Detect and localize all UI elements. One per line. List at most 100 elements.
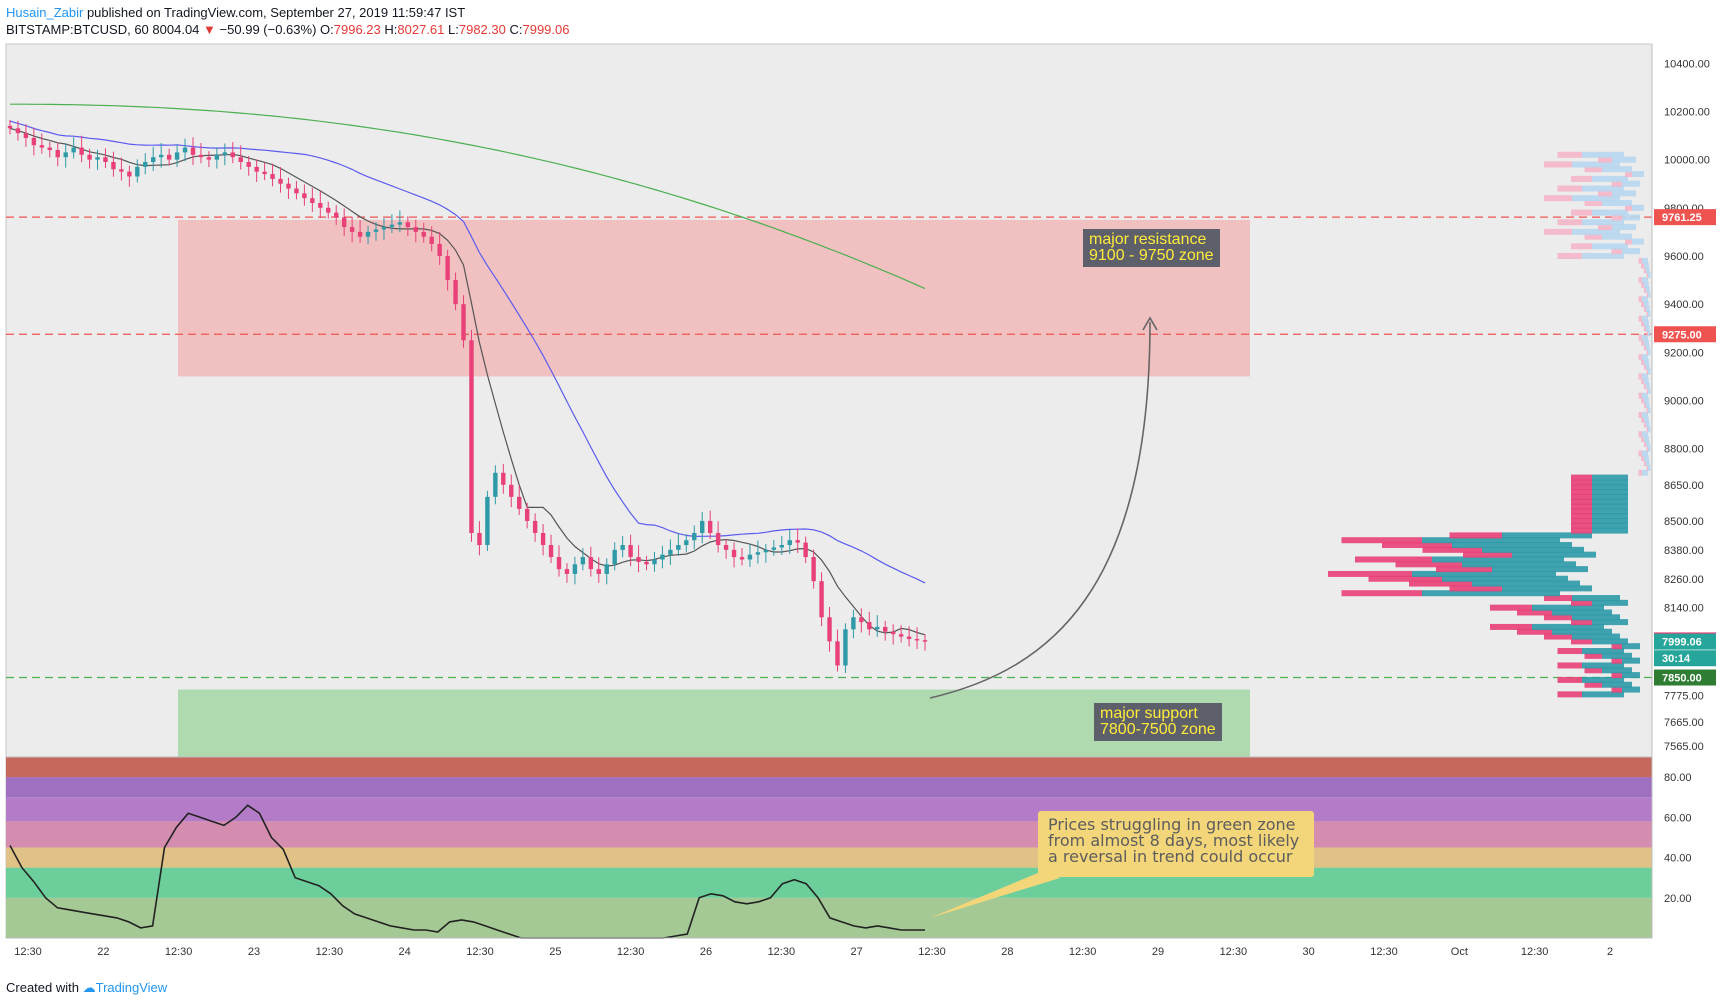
vp-bar-buy [1592, 498, 1628, 505]
vp-bar-sell [1625, 238, 1632, 245]
vp-bar-buy [1552, 609, 1612, 616]
vp-bar-buy [1622, 180, 1640, 187]
candle-body [151, 157, 156, 163]
tradingview-logo-icon[interactable]: ☁ [82, 980, 96, 995]
vp-bar-sell [1611, 686, 1622, 693]
candle-body [763, 549, 769, 553]
vp-bar-buy [1582, 691, 1624, 698]
vp-bar-buy [1622, 657, 1640, 664]
vp-bar-sell [1625, 204, 1632, 211]
candle-body [469, 340, 474, 533]
candle-body [684, 540, 689, 546]
candle-body [166, 154, 172, 160]
candle-body [294, 188, 299, 194]
vp-bar-buy [1642, 431, 1648, 438]
osc-band-6 [6, 757, 1652, 778]
x-tick-label: 12:30 [1370, 946, 1398, 958]
candle-body [302, 193, 307, 199]
vp-bar-buy [1622, 248, 1640, 255]
vp-bar-buy [1648, 310, 1651, 317]
candle-body [7, 125, 13, 129]
resistance-zone [178, 219, 1250, 377]
candle-body [755, 552, 761, 555]
vp-bar-buy [1582, 185, 1624, 192]
resistance-label: major resistance 9100 - 9750 zone [1083, 229, 1220, 267]
candle-body [174, 152, 180, 160]
candle-body [246, 162, 251, 167]
projection-arrow [929, 316, 1158, 699]
vp-bar-sell [1544, 595, 1572, 602]
candle-body [890, 631, 896, 635]
vp-bar-sell [1646, 330, 1648, 337]
low-value: 7982.30 [458, 22, 506, 37]
candle-body [23, 133, 29, 138]
candle-body [612, 549, 617, 565]
vp-bar-sell [1646, 310, 1648, 317]
candle-body [914, 638, 920, 641]
vp-bar-sell [1584, 667, 1602, 674]
vp-bar-buy [1642, 450, 1648, 457]
candle-body [588, 557, 594, 570]
vp-bar-buy [1646, 286, 1650, 293]
candle-body [723, 545, 729, 550]
vp-bar-buy [1512, 551, 1596, 558]
price-lines [6, 216, 1652, 679]
candle-body [198, 154, 204, 158]
vp-bar-buy [1602, 199, 1632, 206]
osc-y-tick-label: 40.00 [1664, 853, 1692, 865]
osc-band-5 [6, 777, 1652, 798]
vp-bar-sell [1641, 358, 1644, 365]
vp-bar-sell [1641, 436, 1644, 443]
x-tick-label: 12:30 [466, 946, 494, 958]
vp-bar-buy [1646, 440, 1650, 447]
x-tick-label: 12:30 [1220, 946, 1248, 958]
vp-bar-sell [1517, 609, 1552, 616]
vp-bar-sell [1638, 450, 1642, 457]
osc-band-2 [6, 847, 1652, 868]
candle-body [859, 617, 864, 623]
candle-body [572, 564, 578, 574]
candle-body [111, 162, 116, 170]
last-price: 8004.04 [152, 22, 200, 37]
vp-bar-buy [1422, 590, 1560, 597]
candle-body [326, 207, 331, 213]
vp-bar-sell [1368, 575, 1442, 582]
x-tick-label: 27 [851, 946, 863, 958]
vp-bar-sell [1544, 161, 1572, 168]
vp-bar-sell [1611, 248, 1622, 255]
vp-bar-sell [1544, 633, 1572, 640]
vp-bar-buy [1648, 445, 1651, 452]
arrow-path [929, 321, 1151, 699]
candle-body [843, 629, 848, 666]
y-tick-label: 9600.00 [1664, 251, 1704, 263]
candle-body [365, 231, 371, 237]
candle-body [421, 231, 426, 237]
author-link[interactable]: Husain_Zabir [6, 5, 84, 20]
vp-bar-buy [1646, 402, 1650, 409]
candle-body [206, 157, 212, 160]
candle-body [39, 145, 45, 148]
vp-bar-buy [1592, 503, 1628, 510]
vp-bar-sell [1557, 662, 1582, 669]
candle-body [660, 554, 665, 560]
vp-bar-buy [1582, 648, 1624, 655]
vp-bar-buy [1572, 633, 1620, 640]
vp-bar-sell [1646, 445, 1648, 452]
vp-bar-sell [1544, 195, 1572, 202]
candle-body [238, 157, 243, 163]
vp-bar-buy [1502, 532, 1592, 539]
vp-bar-buy [1646, 421, 1650, 428]
y-tick-label: 8260.00 [1664, 574, 1704, 586]
tradingview-link[interactable]: TradingView [95, 980, 168, 995]
price-label-box [1654, 633, 1716, 650]
vp-bar-buy [1642, 373, 1648, 380]
vp-bar-buy [1602, 652, 1632, 659]
candle-body [413, 227, 418, 232]
vp-bar-buy [1572, 161, 1620, 168]
vp-bar-sell [1571, 527, 1592, 534]
vp-bar-sell [1382, 542, 1452, 549]
candle-body [461, 304, 466, 341]
candle-body [158, 154, 164, 158]
vp-bar-buy [1646, 363, 1650, 370]
